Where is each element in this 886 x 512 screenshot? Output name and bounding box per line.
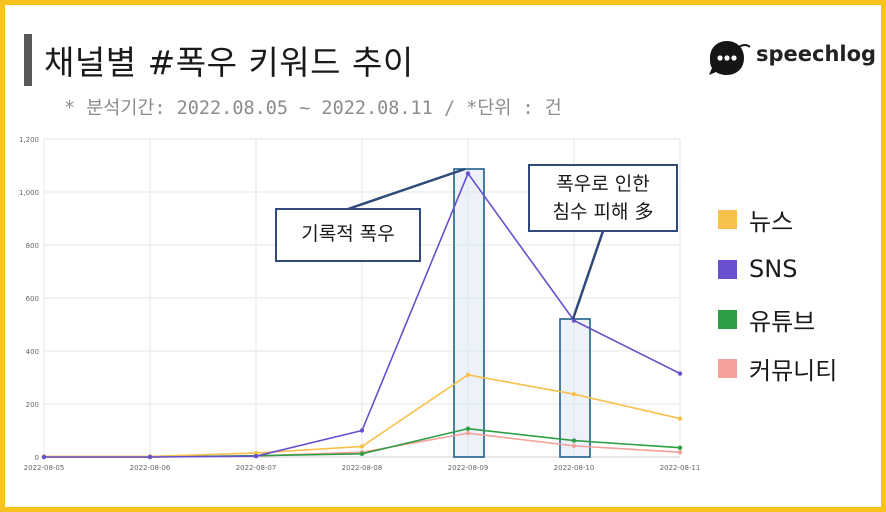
y-tick-label: 600 [26, 295, 39, 303]
y-tick-label: 200 [26, 401, 39, 409]
data-point [571, 443, 577, 449]
speech-bubble-icon [709, 41, 751, 75]
callout-flood-line1: 폭우로 인한 [556, 173, 650, 195]
data-point [41, 454, 47, 460]
data-point [677, 416, 683, 421]
legend-label-news: 뉴스 [749, 207, 794, 236]
callout-flood-damage: 폭우로 인한 침수 피해 多 [528, 164, 678, 232]
data-point [359, 428, 365, 433]
data-point [677, 371, 683, 376]
x-axis-labels: 2022-08-05 2022-08-06 2022-08-07 2022-08-08… [24, 464, 701, 472]
y-tick-label: 400 [26, 348, 39, 356]
x-tick-label: 2022-08-11 [660, 464, 701, 472]
highlight-box-0809 [453, 168, 485, 458]
legend-item-community: 커뮤니티 [718, 353, 838, 385]
data-point [253, 454, 259, 459]
data-point [571, 391, 577, 397]
data-point [465, 426, 471, 431]
page-subtitle: * 분석기간: 2022.08.05 ~ 2022.08.11 / *단위 : … [64, 98, 562, 119]
legend-swatch-news [718, 209, 737, 229]
legend-swatch-sns [718, 259, 737, 279]
legend-swatch-community [718, 358, 737, 378]
y-tick-label: 1,200 [19, 136, 39, 144]
data-point [465, 430, 471, 436]
x-tick-label: 2022-08-08 [342, 464, 383, 472]
speechlog-logo: speechlog [706, 38, 876, 78]
x-tick-label: 2022-08-10 [554, 464, 595, 472]
legend-label-youtube: 유튜브 [749, 307, 816, 336]
legend-label-community: 커뮤니티 [749, 356, 838, 385]
connector-record-rain [347, 167, 466, 211]
page-title: 채널별 #폭우 키워드 추이 [44, 43, 414, 82]
y-axis-labels: 0 200 400 600 800 1,000 1,200 [19, 136, 39, 462]
data-point [359, 451, 365, 457]
x-tick-label: 2022-08-09 [448, 464, 489, 472]
legend-label-sns: SNS [749, 255, 798, 283]
y-tick-label: 0 [35, 454, 39, 462]
x-tick-label: 2022-08-06 [130, 464, 171, 472]
series-lines [41, 171, 683, 460]
callout-record-rain-text: 기록적 폭우 [301, 223, 395, 245]
legend-item-sns: SNS [718, 254, 797, 284]
callout-flood-line2: 침수 피해 多 [552, 201, 654, 223]
legend-item-news: 뉴스 [718, 204, 794, 236]
data-point [465, 171, 471, 176]
highlight-box-0810 [559, 318, 591, 458]
callout-connectors [347, 167, 605, 320]
legend-item-youtube: 유튜브 [718, 304, 816, 336]
data-point [253, 450, 259, 456]
title-accent-bar [24, 34, 32, 86]
data-point [571, 318, 577, 323]
data-point [359, 444, 365, 449]
data-point [677, 445, 683, 450]
data-point [677, 450, 683, 455]
x-tick-label: 2022-08-05 [24, 464, 65, 472]
data-point [147, 454, 153, 460]
data-point [465, 372, 471, 378]
callout-record-rain: 기록적 폭우 [275, 208, 421, 262]
logo-text: speechlog [756, 42, 877, 66]
connector-flood-damage [571, 230, 605, 320]
y-tick-label: 1,000 [19, 189, 39, 197]
y-tick-label: 800 [26, 242, 39, 250]
legend-swatch-youtube [718, 309, 737, 329]
x-tick-label: 2022-08-07 [236, 464, 277, 472]
data-point [571, 438, 577, 443]
